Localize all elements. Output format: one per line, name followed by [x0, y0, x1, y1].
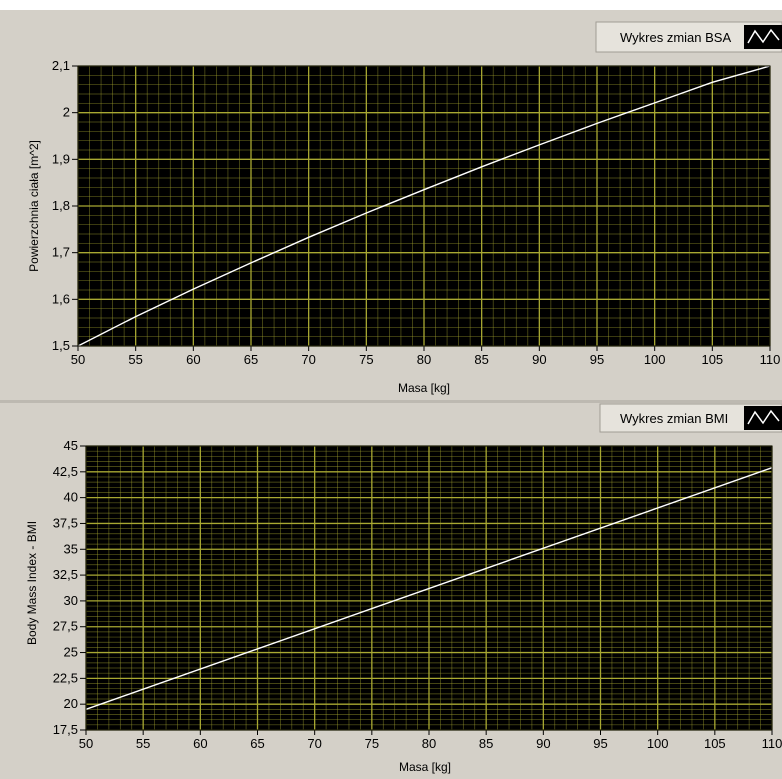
bsa-x-tick-label: 105 — [701, 352, 723, 367]
bsa-y-axis-label: Powierzchnia ciała [m^2] — [27, 140, 41, 272]
bmi-y-tick-label: 32,5 — [53, 567, 78, 582]
bsa-y-tick-label: 2 — [63, 105, 70, 120]
bmi-y-axis-label: Body Mass Index - BMI — [25, 521, 39, 645]
bsa-x-tick-label: 65 — [244, 352, 258, 367]
bsa-x-tick-label: 90 — [532, 352, 546, 367]
bmi-y-tick-label: 37,5 — [53, 515, 78, 530]
bmi-legend-label: Wykres zmian BMI — [620, 411, 728, 426]
bsa-y-tick-label: 1,9 — [52, 151, 70, 166]
bsa-x-tick-label: 110 — [760, 352, 781, 367]
bmi-x-tick-label: 95 — [593, 736, 607, 751]
bmi-y-tick-label: 20 — [64, 696, 78, 711]
bmi-chart: Wykres zmian BMI 50 55 60 65 70 75 80 85 90 95 100… — [25, 403, 782, 774]
bsa-legend-label: Wykres zmian BSA — [620, 30, 731, 45]
bmi-x-tick-label: 110 — [762, 736, 782, 751]
bsa-chart: Wykres zmian BSA 50 55 60 65 70 75 80 85 90 95 100… — [27, 21, 782, 395]
bmi-x-tick-label: 80 — [422, 736, 436, 751]
bmi-legend-wave-icon — [747, 409, 780, 425]
bsa-legend-wave-icon — [747, 28, 780, 44]
bmi-x-tick-label: 85 — [479, 736, 493, 751]
bmi-y-tick-label: 17,5 — [53, 722, 78, 737]
bmi-x-tick-label: 75 — [365, 736, 379, 751]
bmi-series-line — [85, 467, 773, 710]
bsa-series-line — [77, 65, 771, 347]
bmi-y-tick-label: 40 — [64, 490, 78, 505]
bsa-x-axis-label: Masa [kg] — [398, 381, 450, 395]
bsa-plot-frame — [77, 65, 771, 347]
bsa-legend[interactable]: Wykres zmian BSA — [595, 21, 782, 53]
bsa-x-tick-label: 55 — [128, 352, 142, 367]
bsa-x-tick-label: 95 — [590, 352, 604, 367]
bmi-y-tick-label: 42,5 — [53, 464, 78, 479]
bsa-y-tick-label: 1,7 — [52, 245, 70, 260]
bsa-x-tick-label: 80 — [417, 352, 431, 367]
bmi-x-tick-label: 65 — [250, 736, 264, 751]
bsa-y-tick-label: 1,8 — [52, 198, 70, 213]
bsa-y-tick-label: 2,1 — [52, 58, 70, 73]
bsa-x-tick-label: 85 — [474, 352, 488, 367]
bmi-x-tick-label: 90 — [536, 736, 550, 751]
bmi-y-tick-label: 45 — [64, 438, 78, 453]
bmi-x-tick-label: 100 — [647, 736, 669, 751]
bsa-y-tick-label: 1,6 — [52, 291, 70, 306]
bmi-x-tick-label: 70 — [307, 736, 321, 751]
bsa-x-tick-label: 60 — [186, 352, 200, 367]
bmi-x-tick-label: 105 — [704, 736, 726, 751]
bmi-y-tick-label: 30 — [64, 593, 78, 608]
bmi-x-tick-label: 60 — [193, 736, 207, 751]
bsa-x-tick-label: 50 — [71, 352, 85, 367]
bmi-y-tick-label: 22,5 — [53, 670, 78, 685]
bsa-y-tick-label: 1,5 — [52, 338, 70, 353]
bsa-x-tick-label: 100 — [644, 352, 666, 367]
bsa-x-tick-label: 75 — [359, 352, 373, 367]
bmi-y-tick-label: 27,5 — [53, 619, 78, 634]
bmi-x-tick-label: 50 — [79, 736, 93, 751]
bmi-plot-frame — [85, 445, 773, 731]
bsa-x-tick-label: 70 — [301, 352, 315, 367]
bmi-legend[interactable]: Wykres zmian BMI — [599, 403, 782, 433]
bmi-x-tick-label: 55 — [136, 736, 150, 751]
bmi-y-tick-label: 25 — [64, 645, 78, 660]
bmi-x-axis-label: Masa [kg] — [399, 760, 451, 774]
bmi-y-tick-label: 35 — [64, 541, 78, 556]
